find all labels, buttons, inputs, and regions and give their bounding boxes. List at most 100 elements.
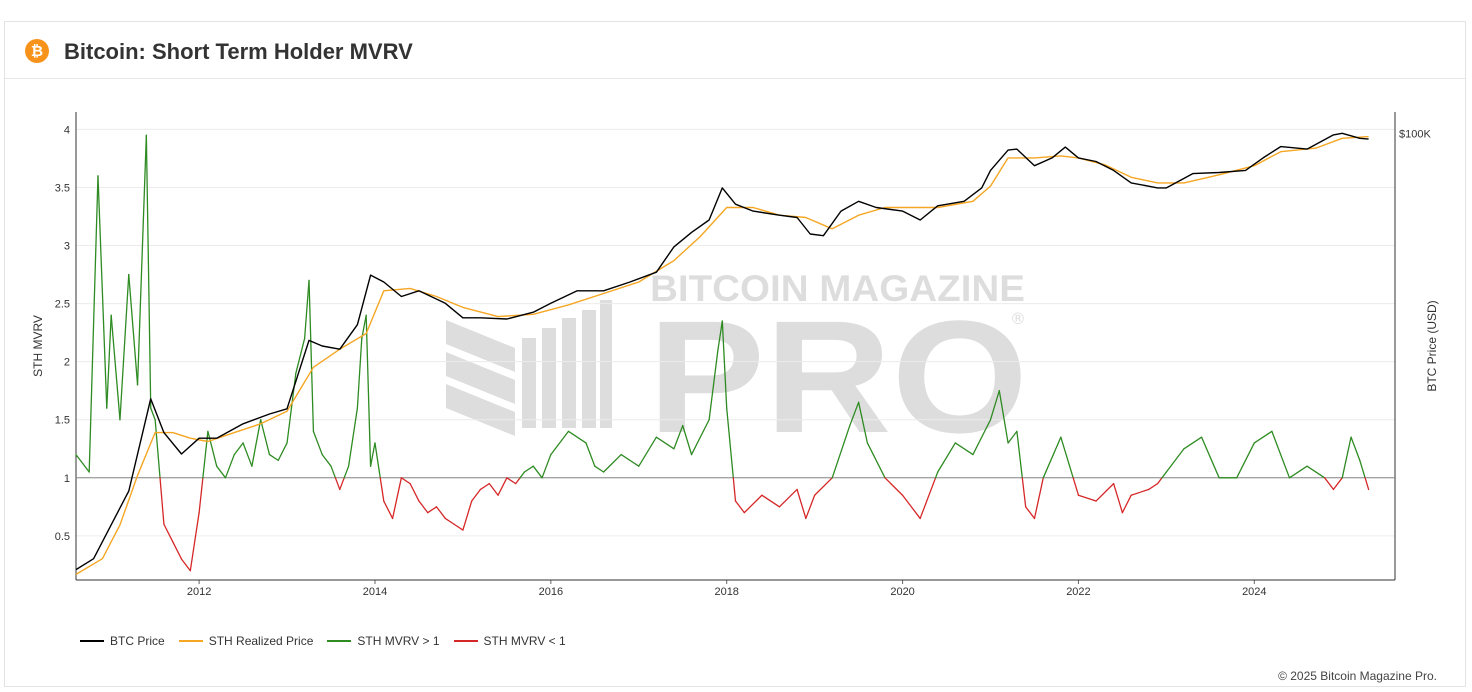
mvrv-above-1-segment: [312, 430, 323, 456]
mvrv-below-1-segment: [1324, 477, 1335, 491]
series-layer: [75, 132, 1370, 576]
mvrv-below-1-segment: [497, 477, 508, 496]
mvrv-above-1-segment: [128, 273, 139, 386]
legend-item[interactable]: STH MVRV > 1: [327, 634, 440, 648]
mvrv-below-1-segment: [400, 477, 411, 485]
mvrv-below-1-segment: [1072, 477, 1080, 496]
mvrv-below-1-segment: [1130, 488, 1150, 496]
mvrv-above-1-segment: [330, 465, 337, 479]
mvrv-below-1-segment: [379, 477, 385, 502]
mvrv-above-1-segment: [726, 407, 734, 479]
mvrv-above-1-segment: [849, 401, 860, 427]
page-title: Bitcoin: Short Term Holder MVRV: [64, 39, 413, 64]
mvrv-above-1-segment: [682, 424, 693, 456]
mvrv-above-1-segment: [369, 442, 376, 467]
sth-realized-price-line: [75, 135, 1369, 576]
mvrv-above-1-segment: [1007, 430, 1018, 444]
x-tick-label: 2022: [1066, 586, 1090, 598]
axis-labels: 0.5 1 1.5 2 2.5 3 3.5 4 2012 2014 2016 2018 2020 2022…: [31, 124, 1439, 598]
y2-tick-label: $100K: [1399, 128, 1431, 140]
mvrv-above-1-segment: [523, 465, 534, 473]
mvrv-above-1-segment: [1341, 436, 1352, 479]
mvrv-above-1-segment: [119, 273, 130, 421]
mvrv-above-1-segment: [260, 419, 271, 456]
mvrv-below-1-segment: [1033, 477, 1044, 520]
mvrv-above-1-segment: [655, 436, 675, 450]
mvrv-below-1-segment: [1148, 482, 1159, 491]
y-tick-label: 3: [64, 241, 70, 253]
mvrv-above-1-segment: [145, 134, 152, 409]
mvrv-above-1-segment: [295, 337, 306, 374]
mvrv-above-1-segment: [857, 401, 869, 444]
mvrv-below-1-segment: [1095, 482, 1115, 502]
mvrv-above-1-segment: [1183, 436, 1203, 450]
legend-item[interactable]: BTC Price: [80, 634, 165, 648]
mvrv-above-1-segment: [251, 419, 262, 467]
legend-label: STH MVRV < 1: [483, 634, 566, 648]
y-tick-label: 0.5: [55, 531, 70, 543]
mvrv-below-1-segment: [435, 506, 446, 520]
legend-item[interactable]: STH MVRV < 1: [453, 634, 566, 648]
watermark-line2: PRO: [648, 287, 1028, 466]
mvrv-below-1-segment: [444, 517, 455, 525]
mvrv-below-1-segment: [1112, 482, 1124, 514]
mvrv-above-1-segment: [1060, 436, 1071, 467]
mvrv-above-1-segment: [1359, 459, 1366, 479]
mvrv-above-1-segment: [721, 320, 728, 409]
mvrv-above-1-segment: [1016, 430, 1023, 479]
mvrv-above-1-segment: [374, 442, 381, 479]
y-tick-label: 2: [64, 357, 70, 369]
mvrv-below-1-segment: [383, 500, 394, 520]
x-tick-label: 2016: [539, 586, 563, 598]
mvrv-below-1-segment: [163, 523, 174, 543]
mvrv-below-1-segment: [198, 477, 204, 514]
mvrv-above-1-segment: [567, 430, 587, 444]
mvrv-above-1-segment: [937, 442, 956, 473]
mvrv-below-1-segment: [1332, 477, 1343, 491]
mvrv-above-1-segment: [638, 436, 658, 467]
mvrv-above-1-segment: [1288, 465, 1308, 479]
mvrv-above-1-segment: [602, 453, 622, 473]
mvrv-above-1-segment: [541, 453, 552, 479]
mvrv-below-1-segment: [159, 477, 165, 525]
legend-item[interactable]: STH Realized Price: [178, 634, 313, 648]
y-tick-label: 2.5: [55, 299, 70, 311]
watermark-bars-icon: [446, 300, 612, 436]
copyright: © 2025 Bitcoin Magazine Pro.: [1278, 669, 1437, 683]
mvrv-below-1-segment: [732, 477, 737, 502]
legend-swatch: [327, 640, 352, 642]
mvrv-above-1-segment: [356, 337, 363, 409]
mvrv-below-1-segment: [901, 494, 921, 520]
mvrv-above-1-segment: [1306, 465, 1326, 479]
x-tick-label: 2020: [890, 586, 914, 598]
mvrv-above-1-segment: [207, 430, 218, 467]
mvrv-above-1-segment: [154, 419, 161, 479]
y-tick-label: 1: [64, 473, 70, 485]
mvrv-above-1-segment: [717, 320, 723, 351]
mvrv-below-1-segment: [418, 500, 429, 514]
mvrv-below-1-segment: [813, 477, 833, 496]
mvrv-above-1-segment: [934, 471, 939, 479]
mvrv-below-1-segment: [506, 477, 517, 485]
mvrv-below-1-segment: [919, 477, 937, 520]
mvrv-below-1-segment: [734, 500, 745, 514]
watermark-line1: BITCOIN MAGAZINE: [650, 268, 1025, 309]
y-tick-label: 4: [64, 124, 70, 136]
mvrv-above-1-segment: [1200, 436, 1220, 479]
mvrv-above-1-segment: [831, 424, 851, 479]
mvrv-above-1-segment: [277, 442, 288, 462]
mvrv-below-1-segment: [334, 477, 341, 491]
mvrv-above-1-segment: [106, 314, 112, 409]
mvrv-above-1-segment: [532, 465, 543, 479]
mvrv-above-1-segment: [673, 424, 684, 450]
mvrv-above-1-segment: [550, 430, 570, 456]
mvrv-below-1-segment: [1021, 477, 1027, 508]
mvrv-below-1-segment: [805, 494, 816, 520]
mvrv-below-1-segment: [339, 477, 345, 491]
y-axis-title: STH MVRV: [31, 315, 45, 377]
mvrv-above-1-segment: [97, 175, 108, 409]
mvrv-above-1-segment: [343, 465, 350, 479]
mvrv-above-1-segment: [866, 442, 886, 479]
bitcoin-logo-icon: ₿: [25, 39, 49, 63]
